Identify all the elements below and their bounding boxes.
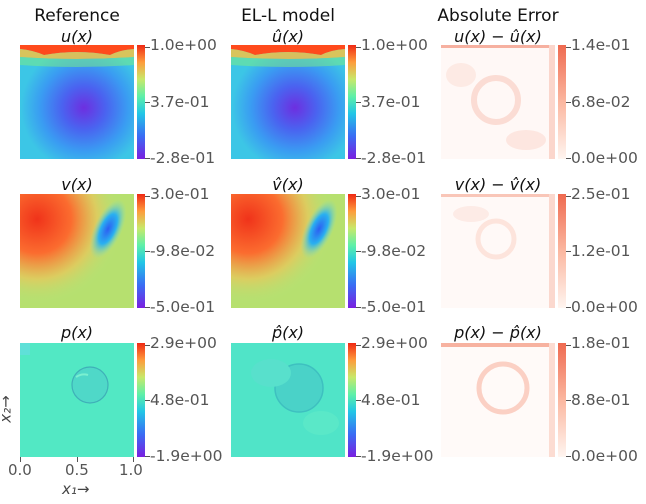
tick-label: -5.0e-01 [150, 298, 216, 316]
panel-title-u-model: û(x) [271, 27, 305, 46]
tick-label: 1.8e-01 [571, 334, 631, 352]
tick-label: -1.9e+00 [150, 447, 223, 465]
colorbar-u-model [348, 45, 356, 159]
tick-label: 1.2e-01 [571, 242, 631, 260]
colorbar-v-model [348, 194, 356, 308]
colorbar-v-ref [137, 194, 145, 308]
column-title-reference: Reference [34, 6, 120, 26]
panel-title-v-ref: v(x) [61, 175, 93, 194]
tick-label: -1.9e+00 [361, 447, 434, 465]
tick-label: 4.8e-01 [150, 391, 210, 409]
heatmap-p-model [231, 343, 345, 457]
tick-label: 1.0e+00 [361, 36, 428, 54]
heatmap-u-error [441, 45, 555, 159]
heatmap-u-model [231, 45, 345, 159]
tick-label: 3.7e-01 [150, 93, 210, 111]
colorbar-p-model [348, 343, 356, 457]
tick-label: 0.0e+00 [571, 149, 638, 167]
tick-label: 3.0e-01 [150, 185, 210, 203]
panel-title-p-model: p̂(x) [271, 323, 305, 342]
panel-title-u-error: u(x) − û(x) [454, 27, 542, 46]
tick-label: -9.8e-02 [361, 242, 427, 260]
tick-label: 0.0e+00 [571, 298, 638, 316]
x-tick-label: 0.5 [65, 461, 89, 479]
column-title-model: EL-L model [241, 6, 335, 26]
tick-label: 8.8e-01 [571, 391, 631, 409]
tick-label: -9.8e-02 [150, 242, 216, 260]
tick-label: 2.5e-01 [571, 185, 631, 203]
heatmap-v-model [231, 194, 345, 308]
panel-title-u-ref: u(x) [60, 27, 94, 46]
tick-label: -2.8e-01 [150, 149, 216, 167]
panel-title-v-model: v̂(x) [272, 175, 304, 194]
colorbar-p-error [558, 343, 566, 457]
colorbar-p-ref [137, 343, 145, 457]
panel-title-v-error: v(x) − v̂(x) [454, 175, 542, 194]
tick-label: 2.9e+00 [361, 334, 428, 352]
heatmap-v-reference [20, 194, 134, 308]
tick-label: 6.8e-02 [571, 93, 631, 111]
tick-label: 0.0e+00 [571, 447, 638, 465]
tick-label: 1.4e-01 [571, 36, 631, 54]
tick-label: 4.8e-01 [361, 391, 421, 409]
tick-label: 3.7e-01 [361, 93, 421, 111]
x-tick-label: 1.0 [119, 461, 143, 479]
tick-label: 2.9e+00 [150, 334, 217, 352]
tick-label: -5.0e-01 [361, 298, 427, 316]
panel-title-p-ref: p(x) [60, 323, 94, 342]
tick-label: 1.0e+00 [150, 36, 217, 54]
heatmap-p-reference [20, 343, 134, 457]
heatmap-p-error [441, 343, 555, 457]
panel-title-p-error: p(x) − p̂(x) [454, 323, 542, 342]
column-title-error: Absolute Error [437, 6, 559, 26]
colorbar-u-error [558, 45, 566, 159]
colorbar-u-ref [137, 45, 145, 159]
y-axis-label: x₂→ [0, 395, 15, 423]
tick-label: 3.0e-01 [361, 185, 421, 203]
heatmap-u-reference [20, 45, 134, 159]
colorbar-v-error [558, 194, 566, 308]
x-axis-label: x₁→ [62, 480, 90, 498]
x-tick-label: 0.0 [8, 461, 32, 479]
heatmap-v-error [441, 194, 555, 308]
tick-label: -2.8e-01 [361, 149, 427, 167]
